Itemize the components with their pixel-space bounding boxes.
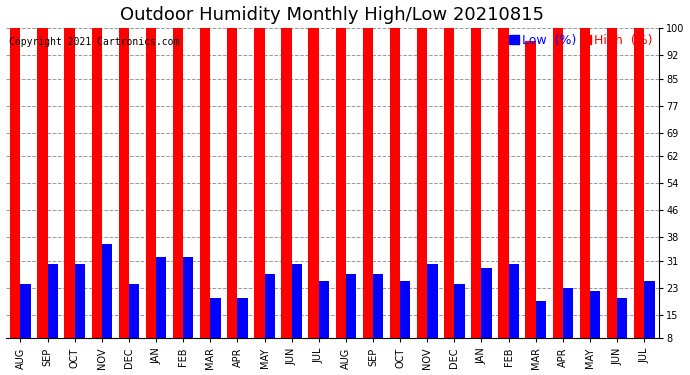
Bar (64, 28, 75, 338)
Bar (363, 28, 373, 338)
Text: Copyright 2021 Cartronics.com: Copyright 2021 Cartronics.com (9, 37, 179, 47)
Bar (75, 264, 85, 338)
Bar (119, 28, 129, 338)
Bar (48, 264, 58, 338)
Bar (292, 264, 302, 338)
Bar (617, 298, 627, 338)
Bar (607, 28, 617, 338)
Bar (400, 281, 411, 338)
Bar (254, 28, 264, 338)
Bar (319, 281, 329, 338)
Bar (580, 28, 590, 338)
Bar (427, 264, 437, 338)
Bar (173, 28, 183, 338)
Bar (146, 28, 156, 338)
Bar (129, 284, 139, 338)
Bar (92, 28, 102, 338)
Bar (471, 28, 482, 338)
Bar (200, 28, 210, 338)
Bar (183, 257, 193, 338)
Bar (156, 257, 166, 338)
Bar (390, 28, 400, 338)
Bar (455, 284, 464, 338)
Bar (237, 298, 248, 338)
Bar (563, 288, 573, 338)
Bar (535, 301, 546, 338)
Bar (590, 291, 600, 338)
Bar (227, 28, 237, 338)
Bar (498, 28, 509, 338)
Bar (509, 264, 519, 338)
Bar (373, 274, 384, 338)
Bar (553, 28, 563, 338)
Title: Outdoor Humidity Monthly High/Low 20210815: Outdoor Humidity Monthly High/Low 202108… (120, 6, 544, 24)
Bar (21, 284, 31, 338)
Bar (282, 28, 292, 338)
Bar (346, 274, 356, 338)
Bar (264, 274, 275, 338)
Bar (644, 281, 655, 338)
Bar (10, 28, 21, 338)
Bar (102, 244, 112, 338)
Bar (525, 41, 535, 338)
Bar (634, 28, 644, 338)
Bar (444, 28, 455, 338)
Bar (37, 28, 48, 338)
Bar (335, 28, 346, 338)
Bar (210, 298, 221, 338)
Bar (482, 267, 492, 338)
Legend: Low  (%), High  (%): Low (%), High (%) (504, 29, 658, 52)
Bar (308, 28, 319, 338)
Bar (417, 28, 427, 338)
